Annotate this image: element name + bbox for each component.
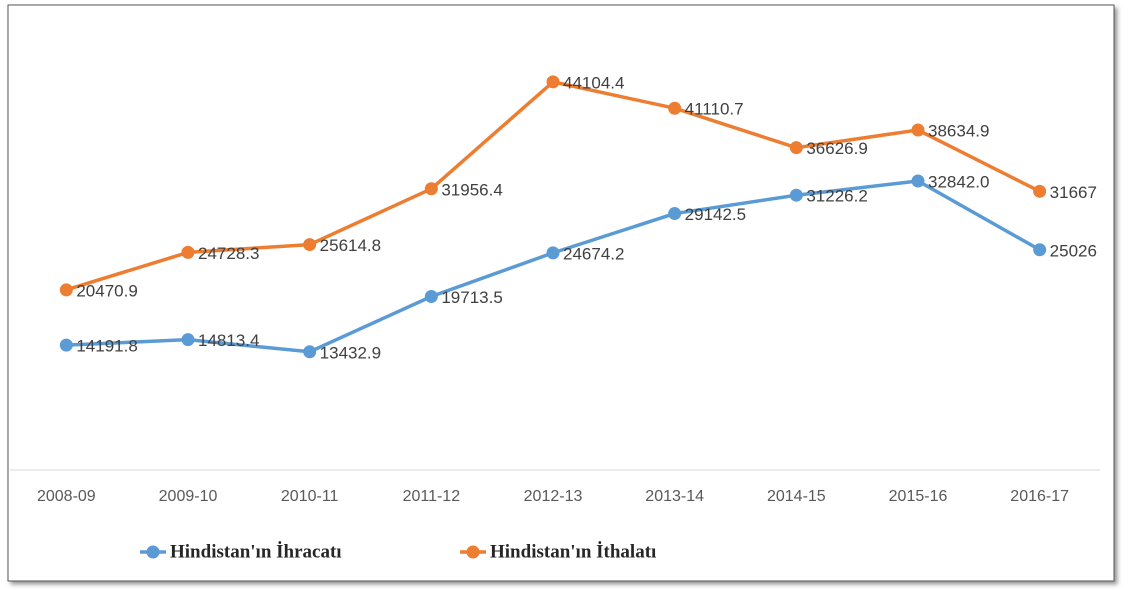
data-point	[1033, 184, 1047, 198]
data-point	[546, 246, 560, 260]
data-point	[303, 238, 317, 252]
data-point	[668, 207, 682, 221]
data-label: 14191.8	[76, 337, 137, 356]
data-label: 24728.3	[198, 244, 259, 263]
data-label: 14813.4	[198, 331, 259, 350]
x-tick-label: 2013-14	[645, 488, 704, 505]
data-label: 13432.9	[320, 343, 381, 362]
data-label: 32842.0	[928, 172, 989, 191]
data-point	[181, 245, 195, 259]
data-label: 19713.5	[441, 288, 502, 307]
legend-label: Hindistan'ın İthalatı	[490, 541, 656, 562]
legend-swatch	[146, 545, 160, 559]
data-point	[181, 333, 195, 347]
data-label: 36626.9	[806, 139, 867, 158]
data-label: 41110.7	[685, 100, 744, 119]
data-label: 38634.9	[928, 121, 989, 140]
data-point	[303, 345, 317, 359]
data-point	[59, 283, 73, 297]
data-point	[546, 75, 560, 89]
data-point	[911, 174, 925, 188]
x-tick-label: 2011-12	[403, 488, 461, 505]
data-point	[59, 338, 73, 352]
data-point	[424, 182, 438, 196]
data-point	[1033, 243, 1047, 257]
plot-area: 2008-09 2009-10 2010-11 2011-12 2012-13 2013-…	[10, 73, 1100, 505]
data-label: 31667	[1050, 183, 1097, 202]
frame	[7, 4, 1115, 582]
data-point	[424, 290, 438, 304]
x-tick-label: 2009-10	[159, 488, 218, 505]
data-point	[911, 123, 925, 137]
data-point	[789, 141, 803, 155]
data-label: 31956.4	[441, 180, 502, 199]
data-point	[789, 188, 803, 202]
x-tick-label: 2012-13	[524, 488, 583, 505]
x-tick-label: 2010-11	[281, 488, 339, 505]
data-label: 25026	[1050, 241, 1097, 260]
data-label: 44104.4	[563, 73, 624, 92]
legend-swatch	[466, 545, 480, 559]
legend-label: Hindistan'ın İhracatı	[170, 541, 342, 562]
data-label: 25614.8	[320, 236, 381, 255]
data-label: 20470.9	[76, 281, 137, 300]
data-point	[668, 101, 682, 115]
x-tick-label: 2014-15	[767, 488, 826, 505]
x-tick-label: 2008-09	[37, 488, 96, 505]
data-label: 29142.5	[685, 205, 746, 224]
x-tick-label: 2015-16	[889, 488, 948, 505]
data-label: 24674.2	[563, 244, 624, 263]
x-tick-label: 2016-17	[1010, 488, 1069, 505]
data-label: 31226.2	[806, 187, 867, 206]
